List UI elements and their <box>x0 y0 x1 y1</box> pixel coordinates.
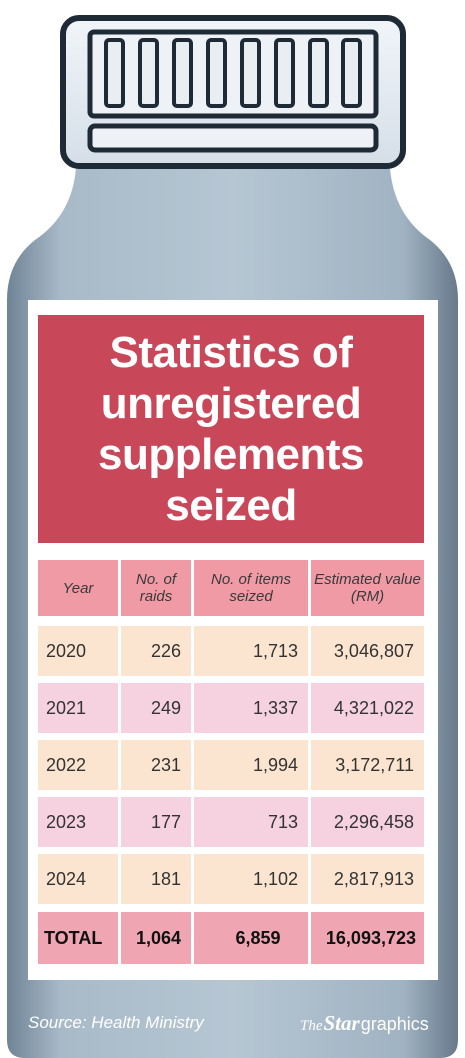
total-label: TOTAL <box>38 912 118 964</box>
title-line: Statistics of <box>109 328 353 377</box>
table-cell-items: 1,994 <box>194 740 308 790</box>
total-raids: 1,064 <box>121 912 191 964</box>
table-cell-items: 713 <box>194 797 308 847</box>
table-cell-year: 2022 <box>38 740 118 790</box>
table-cell-items: 1,337 <box>194 683 308 733</box>
table-cell-value: 3,046,807 <box>311 626 424 676</box>
table-cell-items: 1,713 <box>194 626 308 676</box>
table-cell-value: 3,172,711 <box>311 740 424 790</box>
total-value: 16,093,723 <box>311 912 424 964</box>
table-cell-value: 4,321,022 <box>311 683 424 733</box>
header-value: Estimated value (RM) <box>311 560 424 616</box>
table-cell-value: 2,296,458 <box>311 797 424 847</box>
table-cell-raids: 226 <box>121 626 191 676</box>
table-cell-raids: 249 <box>121 683 191 733</box>
brand-logo: The Star graphics <box>300 1011 429 1036</box>
table-cell-value: 2,817,913 <box>311 854 424 904</box>
title-box <box>38 315 424 543</box>
brand-the: The <box>300 1018 323 1034</box>
title-line: unregistered <box>100 379 362 428</box>
source-note: Source: Health Ministry <box>28 1013 204 1032</box>
table-cell-items: 1,102 <box>194 854 308 904</box>
table-cell-year: 2023 <box>38 797 118 847</box>
bottle-cap <box>60 15 406 169</box>
table-cell-raids: 181 <box>121 854 191 904</box>
title-line: seized <box>165 481 297 530</box>
table-cell-year: 2024 <box>38 854 118 904</box>
header-items: No. of items seized <box>194 560 308 616</box>
table-cell-year: 2020 <box>38 626 118 676</box>
table-cell-year: 2021 <box>38 683 118 733</box>
table-cell-raids: 177 <box>121 797 191 847</box>
page-title: Statistics of unregistered supplements s… <box>38 327 424 531</box>
table-cell-raids: 231 <box>121 740 191 790</box>
brand-star: Star <box>323 1011 360 1035</box>
header-year: Year <box>38 560 118 616</box>
total-items: 6,859 <box>194 912 308 964</box>
brand-graphics: graphics <box>360 1014 429 1034</box>
header-raids: No. of raids <box>121 560 191 616</box>
title-line: supplements <box>98 430 364 479</box>
